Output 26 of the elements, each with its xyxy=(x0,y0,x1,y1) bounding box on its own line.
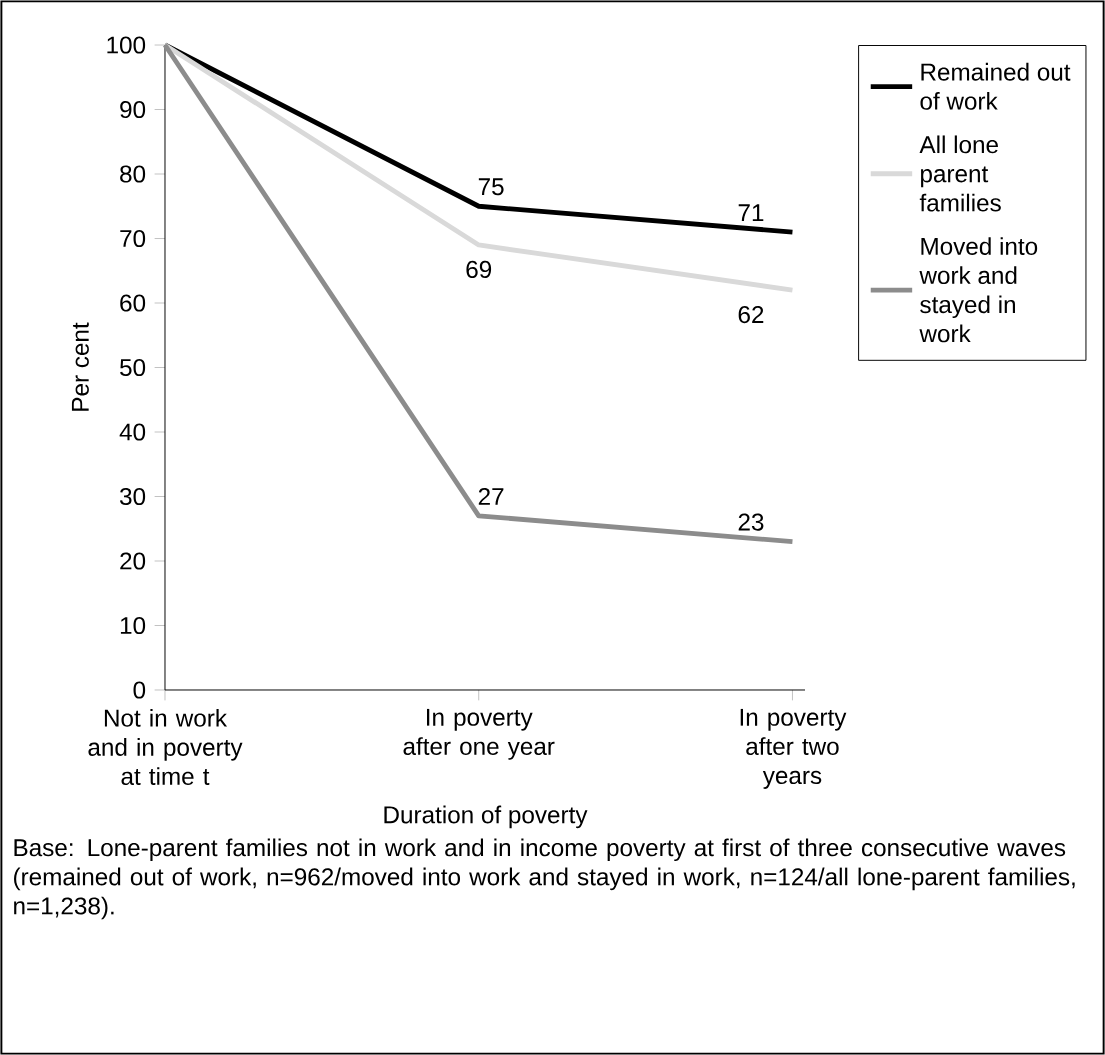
text: Base: Lone-parent families not in work and in income poverty at first of three consecutive waves (remained out of work, n=962/moved into work and stayed in work, n=124/all lone-parent families, n=1,238). xyxy=(14,838,1075,920)
y-tick-label: 0 xyxy=(133,681,146,699)
y-tick-label: 60 xyxy=(120,294,146,312)
y-tick-label: 50 xyxy=(120,358,146,377)
y-tick-label: 70 xyxy=(120,229,146,248)
x-tick-label: In poverty after one year xyxy=(403,708,555,760)
y-tick-label: 80 xyxy=(120,165,146,183)
x-tick-label: Not in work and in poverty at time t xyxy=(88,708,243,786)
data-label: 62 xyxy=(738,305,764,324)
data-label: 75 xyxy=(478,178,504,196)
x-tick-label: In poverty after two years xyxy=(740,708,847,789)
data-label: 27 xyxy=(478,487,504,505)
data-label: 71 xyxy=(738,204,764,222)
y-axis-title: Per cent xyxy=(71,322,89,411)
data-label: 23 xyxy=(738,513,764,531)
y-tick-label: 40 xyxy=(119,423,146,441)
legend-label: All lone parent families xyxy=(919,135,1001,212)
legend-label: Moved into work and stayed in work xyxy=(919,237,1038,343)
y-tick-label: 30 xyxy=(119,487,146,506)
y-tick-label: 100 xyxy=(107,36,146,54)
data-label: 69 xyxy=(466,260,492,278)
y-tick-label: 20 xyxy=(120,552,146,570)
x-axis-title: Duration of poverty xyxy=(384,805,588,829)
y-tick-label: 90 xyxy=(120,100,146,119)
y-tick-label: 10 xyxy=(120,616,146,635)
legend-label: Remained out of work xyxy=(920,62,1071,110)
